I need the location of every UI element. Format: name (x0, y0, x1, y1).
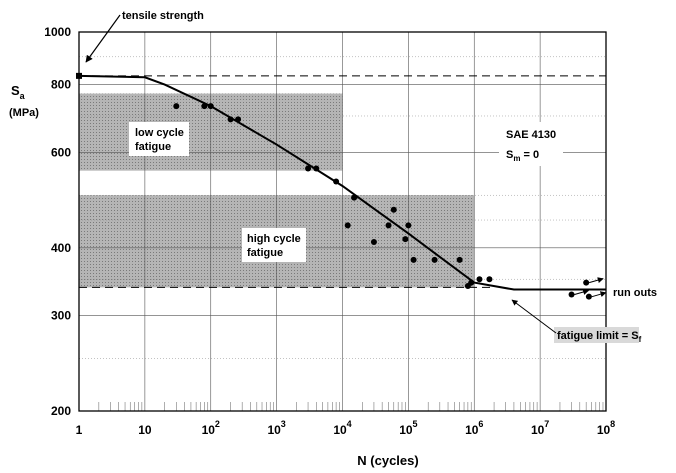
data-point (313, 165, 320, 172)
data-point (305, 165, 312, 172)
data-points (173, 103, 493, 290)
data-point (476, 276, 483, 283)
plot-frame (78, 31, 607, 412)
run-out-points (568, 277, 607, 300)
x-tick-label: 108 (597, 419, 615, 437)
tensile-strength-arrow (85, 14, 121, 63)
x-tick-label: 106 (465, 419, 483, 437)
x-tick-label: 104 (333, 419, 351, 437)
x-minor-ticks (98, 402, 604, 411)
y-tick-label: 400 (51, 241, 71, 255)
data-point (385, 222, 392, 229)
run-out-arrow (591, 291, 607, 298)
x-tick-labels: 1 10 102 103 104 105 106 107 108 (76, 419, 616, 437)
x-tick-label: 102 (202, 419, 220, 437)
data-point (405, 222, 412, 229)
x-tick-label: 107 (531, 419, 549, 437)
material-label-box: SAE 4130 Sm = 0 (499, 122, 563, 166)
data-point (431, 256, 438, 263)
data-point (468, 279, 475, 286)
data-point (201, 103, 208, 110)
data-point (456, 256, 463, 263)
run-out-point (568, 291, 575, 298)
data-point (227, 116, 234, 123)
fatigue-limit-label: fatigue limit = Sf (554, 327, 642, 344)
run-out-arrow (574, 289, 590, 295)
y-tick-label: 1000 (44, 25, 71, 39)
data-point (344, 222, 351, 229)
svg-text:fatigue limit = Sf: fatigue limit = Sf (557, 330, 642, 344)
y-axis-unit: (MPa) (9, 107, 39, 119)
x-axis-label: N (cycles) (357, 453, 418, 468)
data-point (173, 103, 180, 110)
data-point (333, 178, 340, 185)
svg-text:fatigue: fatigue (135, 141, 171, 153)
run-out-arrow (589, 277, 604, 284)
sn-curve-line (78, 74, 606, 291)
y-axis-label: Sa (11, 83, 26, 101)
data-point (486, 276, 493, 283)
data-point (402, 236, 409, 243)
svg-text:low cycle: low cycle (135, 127, 184, 139)
data-point (370, 238, 377, 245)
y-tick-labels: 200 300 400 600 800 1000 (44, 25, 71, 418)
tensile-strength-label: tensile strength (122, 10, 204, 22)
x-tick-label: 103 (267, 419, 285, 437)
fatigue-limit-arrow (511, 299, 557, 334)
svg-text:fatigue: fatigue (247, 247, 283, 259)
run-out-point (585, 293, 592, 300)
data-point (235, 116, 242, 123)
data-point (390, 206, 397, 213)
gridlines (79, 32, 606, 411)
data-point (207, 103, 214, 110)
run-outs-label: run outs (613, 287, 657, 299)
data-point (410, 256, 417, 263)
y-tick-label: 300 (51, 309, 71, 323)
y-tick-label: 200 (51, 404, 71, 418)
high-cycle-fatigue-label: high cycle fatigue (242, 228, 306, 262)
x-tick-label: 105 (399, 419, 417, 437)
x-tick-label: 1 (76, 423, 83, 437)
x-tick-label: 10 (138, 423, 152, 437)
svg-text:high cycle: high cycle (247, 233, 301, 245)
y-tick-label: 800 (51, 78, 71, 92)
svg-text:Sm= 0: Sm = 0 (506, 149, 539, 163)
y-tick-label: 600 (51, 145, 71, 159)
run-out-point (583, 279, 590, 286)
low-cycle-fatigue-label: low cycle fatigue (129, 122, 189, 156)
svg-text:SAE 4130: SAE 4130 (506, 129, 556, 141)
data-point (351, 194, 358, 201)
